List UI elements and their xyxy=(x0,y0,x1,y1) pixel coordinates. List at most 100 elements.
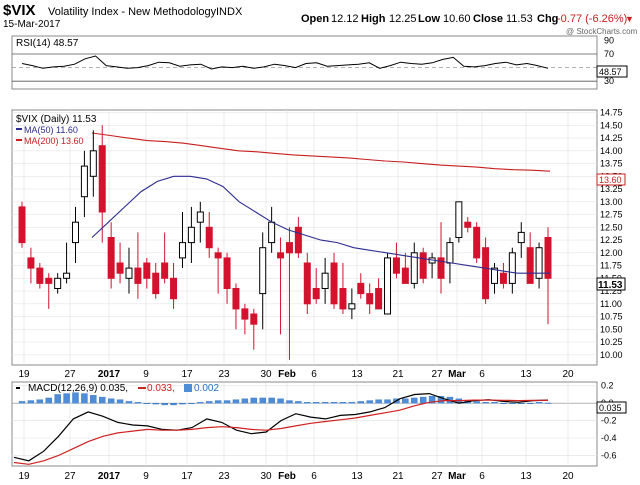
macd-histogram-bar xyxy=(81,393,88,404)
rsi-last-value-box: 48.57 xyxy=(596,65,628,78)
candle xyxy=(401,252,409,284)
macd-signal-line xyxy=(13,399,549,465)
macd-histogram-bar xyxy=(482,402,489,404)
macd-histogram-bar xyxy=(259,397,266,404)
macd-histogram-bar xyxy=(170,402,177,406)
macd-x-label: 17 xyxy=(181,471,193,482)
macd-x-label: 27 xyxy=(64,471,76,482)
price-x-label: Feb xyxy=(278,369,296,380)
price-tick-label: 14.75 xyxy=(600,108,623,118)
macd-histogram-bar xyxy=(330,402,338,404)
macd-histogram-bar xyxy=(188,402,195,404)
macd-histogram-bar xyxy=(526,402,534,404)
candle xyxy=(107,222,115,289)
macd-histogram-bar xyxy=(214,400,222,404)
price-tick-label: 14.50 xyxy=(600,120,623,130)
candle-up-body xyxy=(535,247,543,279)
candle-up-body xyxy=(446,242,454,264)
candle-up-body xyxy=(80,165,88,198)
candle xyxy=(384,252,392,315)
candle xyxy=(178,212,186,269)
candle-down-body xyxy=(473,226,481,259)
price-x-label: Mar xyxy=(448,369,466,380)
price-x-label: 9 xyxy=(143,369,149,380)
macd-legend: MACD(12,26,9) 0.035, 0.033, 0.002 xyxy=(16,383,219,394)
candle xyxy=(330,252,338,309)
candle-down-body xyxy=(464,221,472,228)
macd-histogram-bar xyxy=(72,392,79,404)
macd-histogram-bar xyxy=(250,397,257,404)
macd-tick-label: -0.6 xyxy=(601,451,617,461)
macd-histogram-bar xyxy=(509,402,516,404)
exchange: INDX xyxy=(216,6,243,18)
macd-histogram-bar xyxy=(357,401,364,404)
candle xyxy=(259,232,267,330)
legend-ma200: MA(200) 13.60 xyxy=(24,136,84,146)
macd-histogram-bar xyxy=(544,402,552,404)
macd-histogram-bar xyxy=(321,402,329,404)
candle-up-body xyxy=(384,257,392,315)
candle xyxy=(277,237,285,335)
price-x-label: 27 xyxy=(431,369,443,380)
candle-up-body xyxy=(508,252,516,284)
candle-down-body xyxy=(285,242,293,254)
candle xyxy=(143,257,151,289)
price-x-label: 17 xyxy=(181,369,193,380)
security-name: Volatility Index - New Methodology xyxy=(48,6,217,18)
candle xyxy=(392,242,400,279)
macd-legend-histogram: 0.002 xyxy=(194,383,219,394)
candle-down-body xyxy=(98,145,106,213)
candle-down-body xyxy=(250,313,258,325)
candle xyxy=(339,263,347,314)
macd-tick-label: -0.4 xyxy=(601,433,617,443)
macd-panel: MACD(12,26,9) 0.035, 0.033, 0.002 0.2 0.0… xyxy=(11,381,627,482)
price-tick-label: 14.25 xyxy=(600,133,623,143)
macd-x-label: 9 xyxy=(143,471,149,482)
candle-down-body xyxy=(107,237,115,279)
candle-down-body xyxy=(499,272,507,284)
macd-histogram-bar xyxy=(411,397,418,404)
candle-down-body xyxy=(312,288,320,300)
candle-up-body xyxy=(455,201,463,239)
candle xyxy=(54,273,62,294)
candle xyxy=(517,222,525,258)
macd-histogram-bar xyxy=(366,400,373,404)
candle-down-body xyxy=(330,262,338,305)
macd-histogram-bar xyxy=(348,402,356,404)
macd-histogram-bar xyxy=(473,401,480,404)
macd-x-label: 6 xyxy=(311,471,317,482)
candle xyxy=(241,303,249,335)
candle xyxy=(473,222,481,263)
candle-down-body xyxy=(366,293,374,305)
macd-histogram-bar xyxy=(107,398,115,404)
candle xyxy=(303,252,311,314)
candle xyxy=(27,247,35,284)
price-tick-label: 12.75 xyxy=(600,210,623,220)
macd-histogram-bar xyxy=(518,402,525,404)
macd-histogram-bar xyxy=(402,398,409,404)
price-x-label: 20 xyxy=(562,369,574,380)
rsi-line xyxy=(21,55,549,70)
candle xyxy=(312,268,320,304)
price-tick-label: 12.50 xyxy=(600,222,623,232)
candle xyxy=(98,125,106,243)
macd-histogram-bar xyxy=(500,402,507,404)
ma200-line xyxy=(91,132,551,172)
candle xyxy=(89,130,97,197)
candle-down-body xyxy=(134,267,142,284)
macd-histogram-bar xyxy=(54,394,61,404)
macd-histogram-bar xyxy=(18,401,26,404)
macd-x-label: 19 xyxy=(18,471,30,482)
macd-histogram-bar xyxy=(223,400,231,404)
candle-up-body xyxy=(410,252,418,284)
macd-histogram-bar xyxy=(27,400,35,404)
macd-histogram-bar xyxy=(45,397,52,404)
candle xyxy=(508,247,516,294)
change-label: Chg xyxy=(537,13,558,25)
candle xyxy=(18,201,26,248)
macd-histogram-bar xyxy=(161,402,168,406)
candle-down-body xyxy=(161,262,169,279)
macd-histogram-bar xyxy=(535,402,543,404)
price-x-label: 2017 xyxy=(98,369,121,380)
candle xyxy=(71,206,79,263)
